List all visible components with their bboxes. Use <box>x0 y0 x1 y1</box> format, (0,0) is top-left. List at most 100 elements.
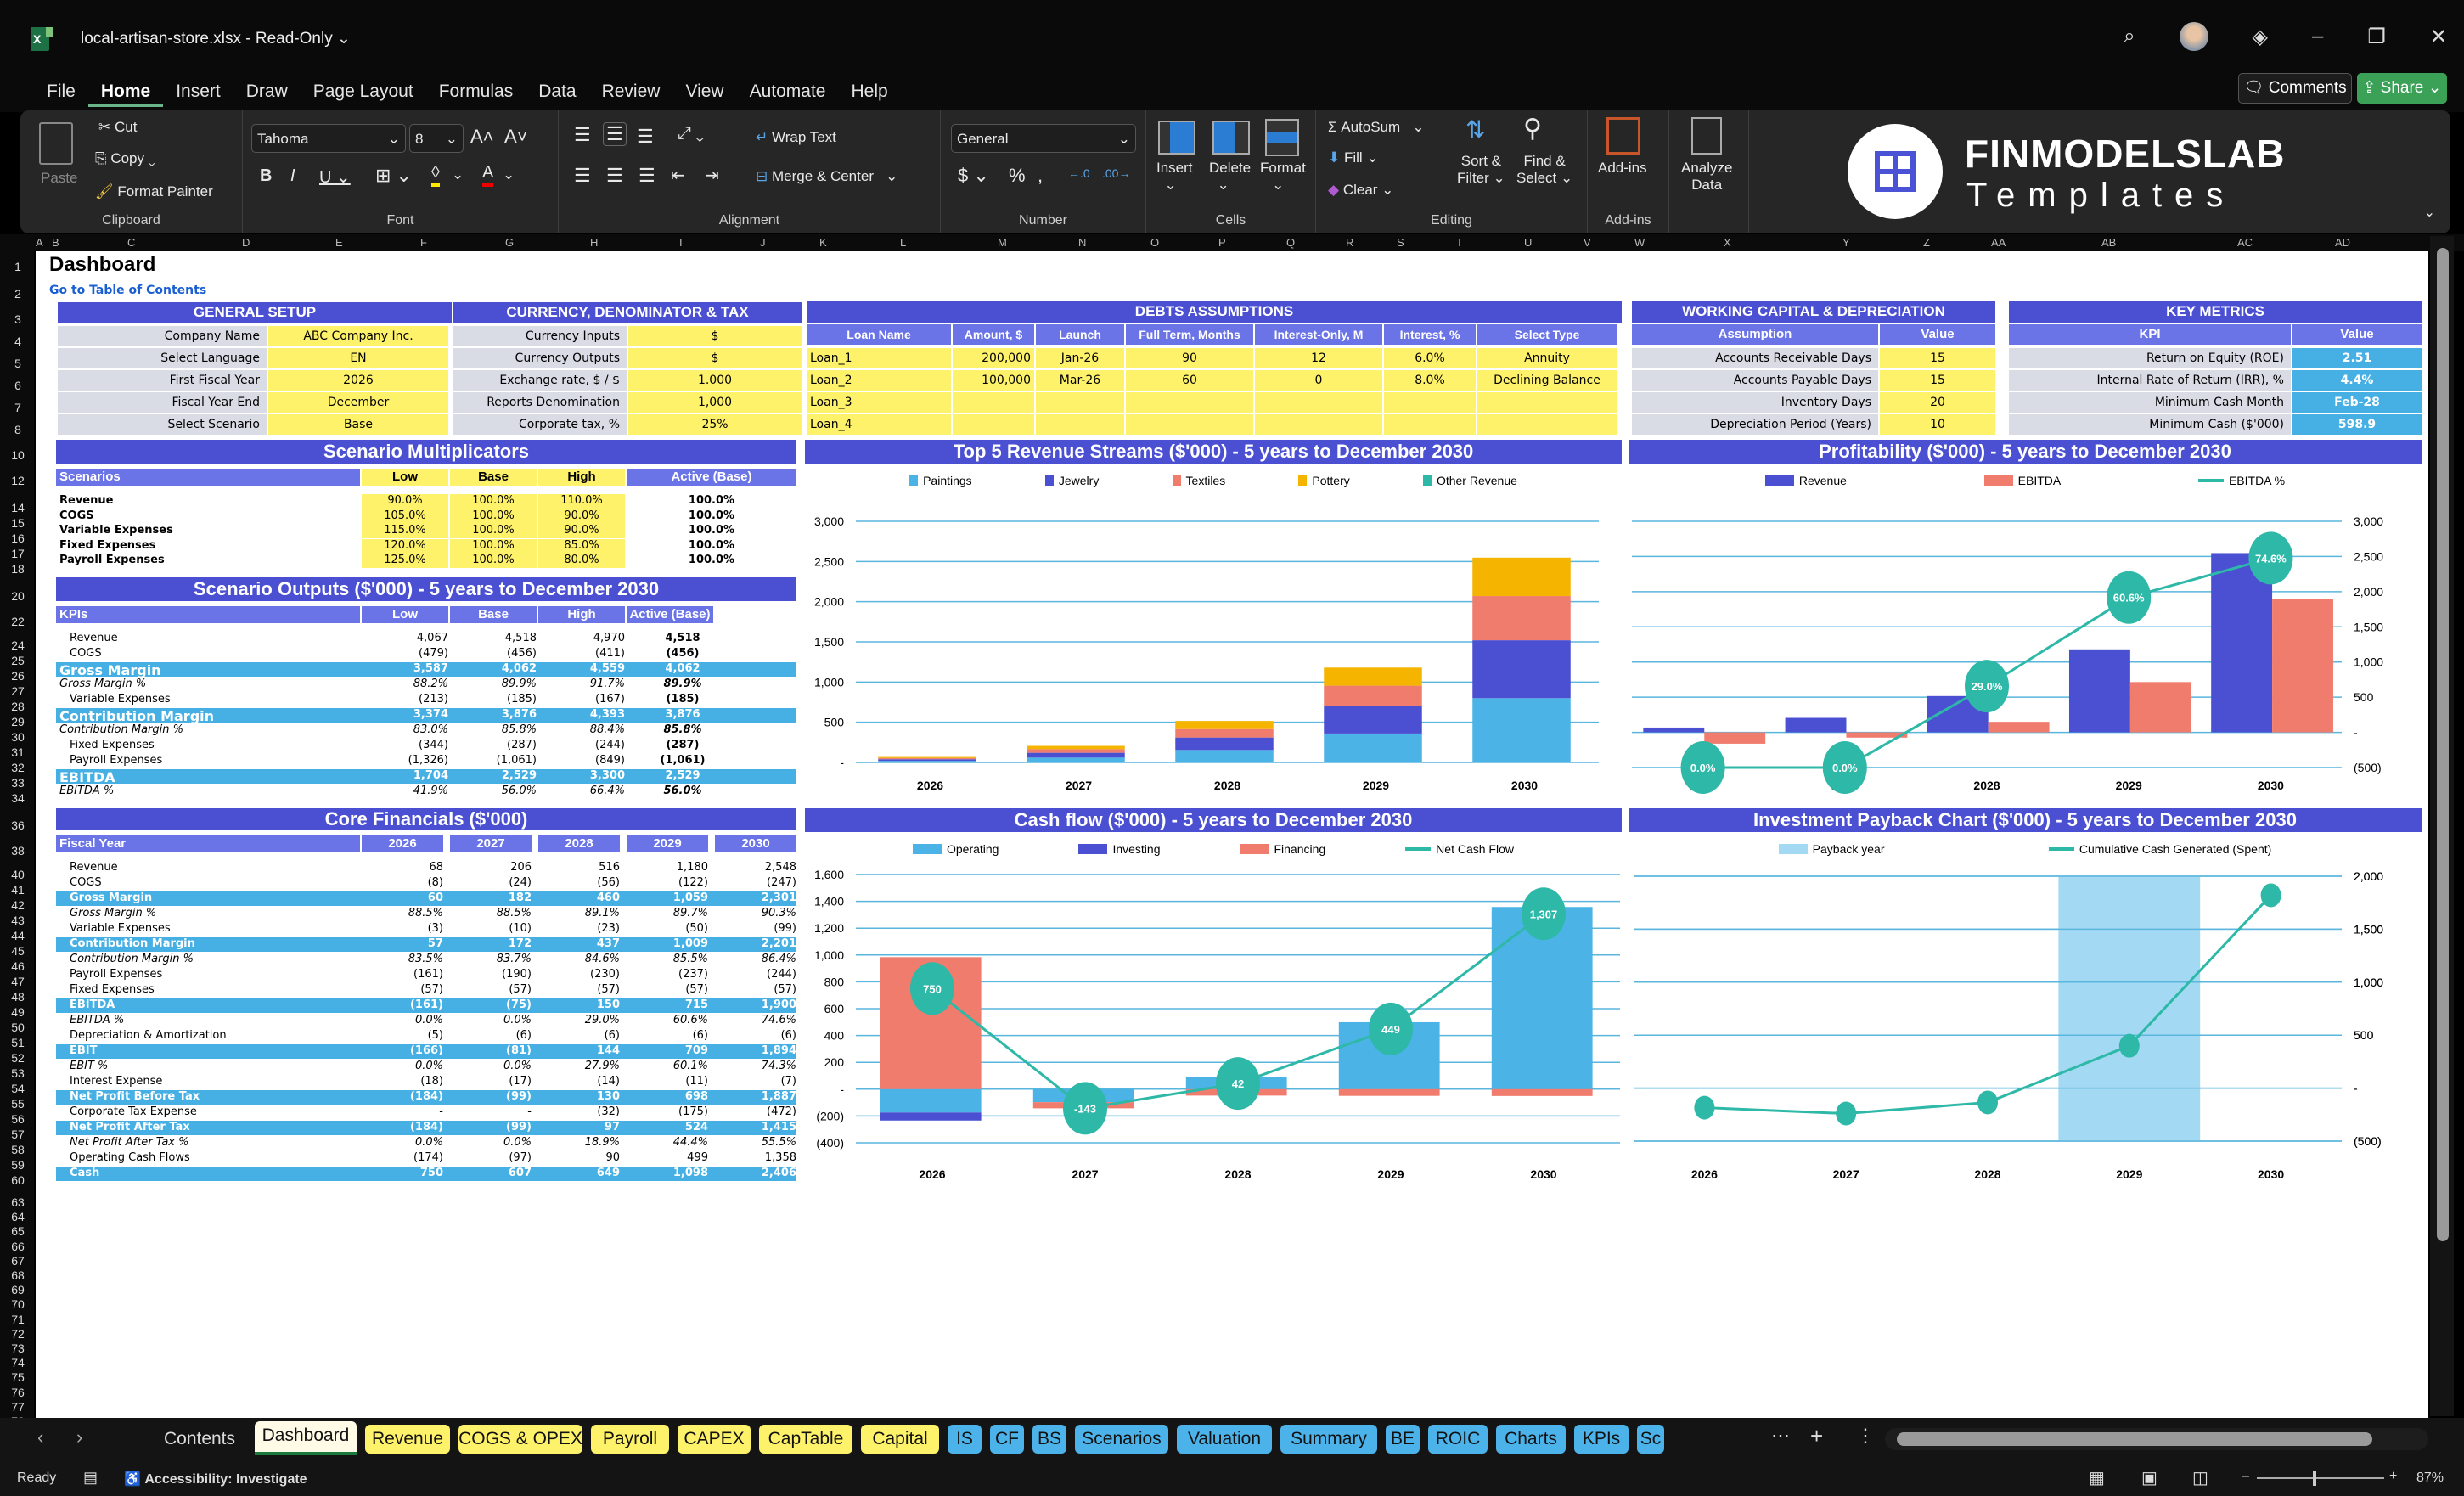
column-header-m[interactable]: M <box>998 236 1007 249</box>
menu-draw[interactable]: Draw <box>245 82 288 101</box>
menu-automate[interactable]: Automate <box>749 82 826 101</box>
tab-contents[interactable]: Contents <box>163 1429 236 1448</box>
paste-button[interactable]: Paste <box>41 170 78 186</box>
legend-item[interactable]: Financing <box>1240 842 1325 856</box>
align-right-icon[interactable]: ☰ <box>639 165 655 186</box>
column-header-n[interactable]: N <box>1078 236 1087 249</box>
row-header[interactable]: 32 <box>11 761 25 774</box>
column-header-v[interactable]: V <box>1584 236 1591 249</box>
tab-options-icon[interactable]: ⋮ <box>1856 1425 1875 1446</box>
merge-center-button[interactable]: ⊟ Merge & Center ⌄ <box>756 168 898 184</box>
column-header-o[interactable]: O <box>1150 236 1160 249</box>
fill-button[interactable]: ⬇ Fill ⌄ <box>1328 149 1379 166</box>
page-layout-view-icon[interactable]: ▣ <box>2141 1469 2157 1488</box>
row-header[interactable]: 33 <box>11 776 25 790</box>
row-header[interactable]: 48 <box>11 990 25 1004</box>
debts-cell[interactable] <box>1126 392 1253 413</box>
currency-value[interactable]: 1.000 <box>628 370 802 391</box>
row-header[interactable]: 76 <box>11 1385 25 1399</box>
row-header[interactable]: 42 <box>11 898 25 912</box>
row-header[interactable]: 27 <box>11 684 25 698</box>
debts-cell[interactable]: Annuity <box>1477 348 1617 368</box>
scenario-value[interactable]: 105.0% <box>362 509 448 524</box>
menu-page-layout[interactable]: Page Layout <box>312 82 413 101</box>
document-title[interactable]: local-artisan-store.xlsx - Read-Only ⌄ <box>81 30 351 48</box>
column-header-ac[interactable]: AC <box>2237 236 2253 249</box>
page-break-view-icon[interactable]: ◫ <box>2192 1469 2208 1488</box>
row-header[interactable]: 30 <box>11 730 25 744</box>
currency-value[interactable]: $ <box>628 326 802 346</box>
align-top-icon[interactable]: ☰ <box>574 124 591 145</box>
working_capital-value[interactable]: 15 <box>1880 348 1995 368</box>
debts-cell[interactable]: Loan_3 <box>807 392 951 413</box>
row-header[interactable]: 74 <box>11 1356 25 1370</box>
normal-view-icon[interactable]: ▦ <box>2089 1469 2105 1488</box>
scenario-value[interactable]: 90.0% <box>538 524 625 538</box>
row-header[interactable]: 69 <box>11 1283 25 1297</box>
scenario-value[interactable]: 80.0% <box>538 554 625 568</box>
row-header[interactable]: 66 <box>11 1239 25 1253</box>
zoom-out-icon[interactable]: – <box>2242 1469 2249 1483</box>
column-header-w[interactable]: W <box>1634 236 1645 249</box>
row-header[interactable]: 52 <box>11 1051 25 1065</box>
horizontal-scrollbar[interactable] <box>1885 1428 2428 1450</box>
row-header[interactable]: 44 <box>11 929 25 942</box>
row-header[interactable]: 68 <box>11 1268 25 1282</box>
borders-icon[interactable]: ⊞ ⌄ <box>375 165 412 186</box>
legend-item[interactable]: Investing <box>1078 842 1161 856</box>
row-header[interactable]: 59 <box>11 1158 25 1172</box>
bold-button[interactable]: B <box>260 166 273 185</box>
general_setup-value[interactable]: EN <box>268 348 448 368</box>
column-header-d[interactable]: D <box>242 236 250 249</box>
row-header[interactable]: 1 <box>14 260 21 273</box>
row-header[interactable]: 12 <box>11 474 25 487</box>
tab-charts[interactable]: Charts <box>1496 1425 1566 1454</box>
column-header-u[interactable]: U <box>1524 236 1533 249</box>
tab-revenue[interactable]: Revenue <box>365 1425 450 1454</box>
debts-cell[interactable] <box>1384 414 1476 435</box>
legend-item[interactable]: Jewelry <box>1044 474 1099 487</box>
column-header-h[interactable]: H <box>590 236 599 249</box>
decrease-indent-icon[interactable]: ⇤ <box>671 166 685 185</box>
row-header[interactable]: 55 <box>11 1097 25 1111</box>
row-header[interactable]: 67 <box>11 1253 25 1268</box>
profitability-chart[interactable]: Profitability ($'000) - 5 years to Decem… <box>1629 440 2422 801</box>
debts-cell[interactable]: 0 <box>1255 370 1382 391</box>
row-header[interactable]: 63 <box>11 1195 25 1209</box>
menu-view[interactable]: View <box>685 82 724 101</box>
general_setup-value[interactable]: Base <box>268 414 448 435</box>
column-header-ad[interactable]: AD <box>2335 236 2351 249</box>
row-header[interactable]: 2 <box>14 287 21 301</box>
menu-review[interactable]: Review <box>601 82 661 101</box>
align-center-icon[interactable]: ☰ <box>606 165 623 186</box>
currency-icon[interactable]: $ ⌄ <box>958 165 989 186</box>
row-header[interactable]: 24 <box>11 638 25 652</box>
column-header-z[interactable]: Z <box>1923 236 1930 249</box>
zoom-level[interactable]: 87% <box>2416 1471 2444 1485</box>
column-header-b[interactable]: B <box>52 236 59 249</box>
row-header[interactable]: 20 <box>11 589 25 603</box>
scenario-value[interactable]: 100.0% <box>450 494 537 509</box>
debts-cell[interactable]: 100,000 <box>953 370 1034 391</box>
column-header-p[interactable]: P <box>1218 236 1226 249</box>
column-header-ab[interactable]: AB <box>2101 236 2117 249</box>
row-header[interactable]: 56 <box>11 1112 25 1126</box>
tab-roic[interactable]: ROIC <box>1428 1425 1488 1454</box>
avatar[interactable] <box>2179 22 2208 51</box>
addins-button[interactable]: Add-ins <box>1598 160 1647 176</box>
row-header[interactable]: 71 <box>11 1312 25 1326</box>
row-header[interactable]: 34 <box>11 791 25 805</box>
row-header[interactable]: 73 <box>11 1341 25 1355</box>
debts-cell[interactable]: Declining Balance <box>1477 370 1617 391</box>
row-header[interactable]: 54 <box>11 1082 25 1095</box>
scenario-value[interactable]: 115.0% <box>362 524 448 538</box>
row-header[interactable]: 29 <box>11 715 25 728</box>
increase-indent-icon[interactable]: ⇥ <box>705 166 719 185</box>
zoom-slider-thumb[interactable] <box>2313 1471 2316 1486</box>
legend-item[interactable]: EBITDA <box>1983 474 2061 487</box>
row-header[interactable]: 5 <box>14 357 21 370</box>
fill-color-icon[interactable]: ◊ <box>431 163 440 187</box>
row-header[interactable]: 70 <box>11 1297 25 1312</box>
column-header-y[interactable]: Y <box>1842 236 1850 249</box>
debts-cell[interactable] <box>1477 392 1617 413</box>
